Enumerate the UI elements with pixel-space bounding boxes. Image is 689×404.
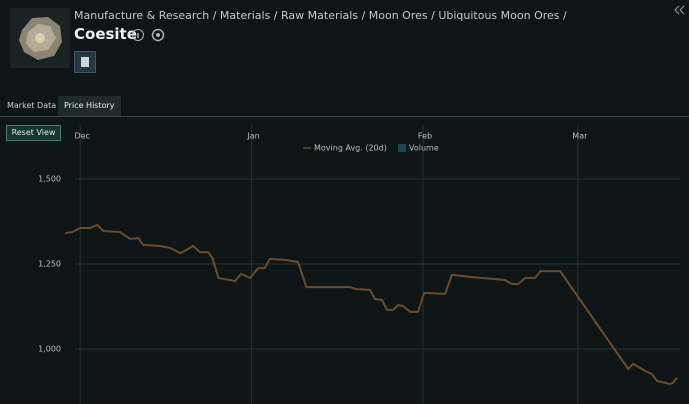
ore-shine (35, 33, 45, 43)
x-tick-label: Mar (572, 132, 588, 141)
legend-swatch (398, 144, 406, 152)
y-tick-label: 1,000 (38, 344, 61, 353)
settings-icon[interactable] (151, 28, 165, 42)
info-icon[interactable] (132, 29, 144, 41)
item-icon (9, 7, 71, 69)
chevron (679, 5, 685, 15)
chevron (674, 5, 680, 15)
collapse-button[interactable] (674, 5, 686, 15)
breadcrumb[interactable]: Manufacture & Research / Materials / Raw… (74, 9, 567, 22)
price-line (65, 223, 678, 385)
reset-view-button[interactable]: Reset View (6, 125, 61, 141)
x-tick-label: Jan (246, 132, 259, 141)
legend-label: Moving Avg. (20d) (314, 144, 387, 153)
ore-icon (19, 17, 62, 60)
view-button[interactable] (74, 51, 96, 73)
cube-glyph (81, 57, 89, 67)
item-title: Coesite (74, 25, 137, 43)
tab-bar: Market Data Price History (0, 96, 689, 117)
tab-active[interactable]: Price History (58, 96, 121, 116)
x-tick-label: Feb (418, 132, 432, 141)
settings-glyph (156, 33, 160, 37)
legend-label: Volume (409, 144, 439, 153)
y-tick-label: 1,250 (38, 259, 61, 268)
tab[interactable]: Market Data (7, 101, 57, 110)
y-tick-label: 1,500 (38, 175, 61, 184)
title-icons (132, 28, 165, 42)
x-tick-label: Dec (74, 132, 89, 141)
